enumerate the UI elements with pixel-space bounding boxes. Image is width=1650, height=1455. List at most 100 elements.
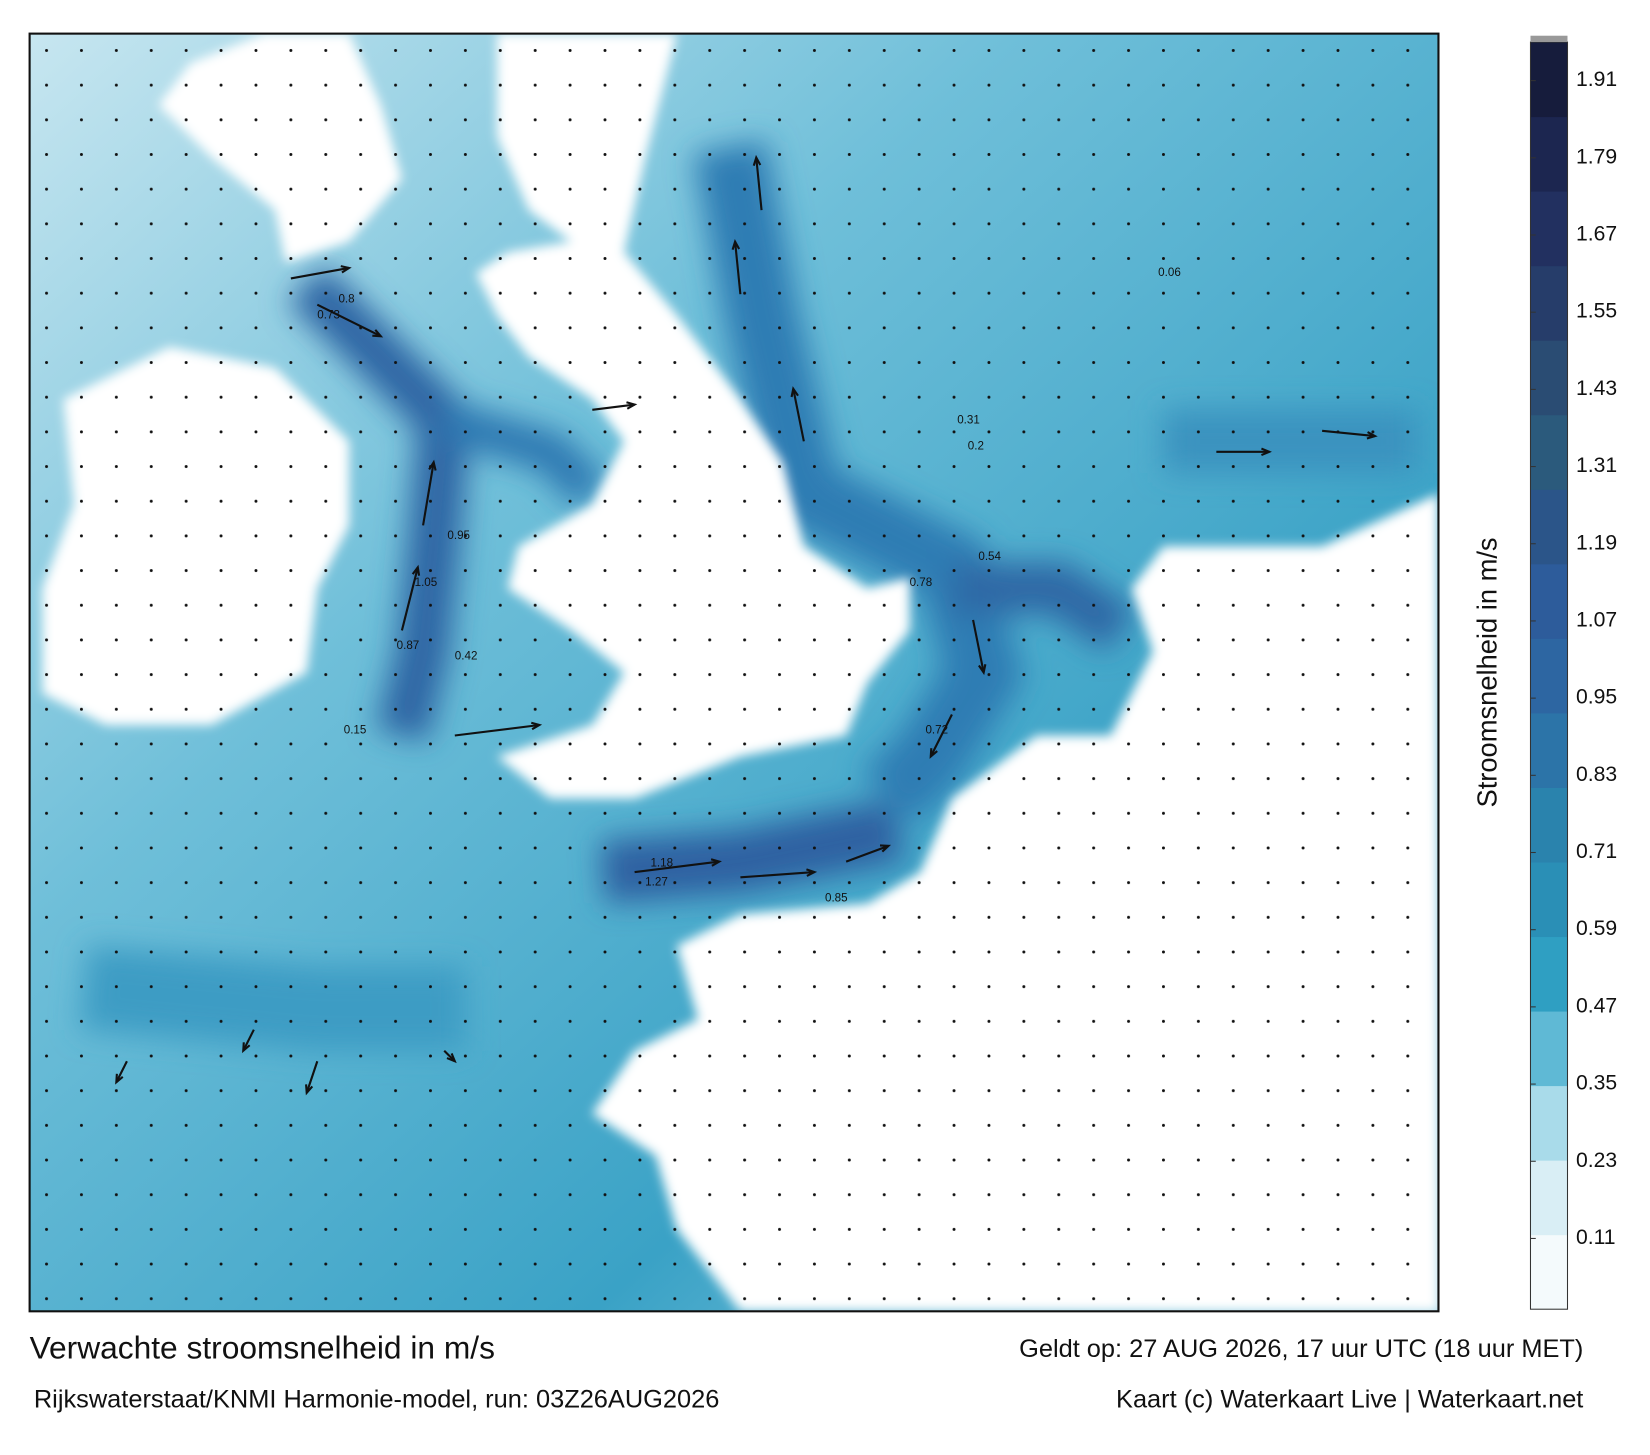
colorbar-band — [1530, 265, 1568, 341]
arrow-head — [411, 564, 421, 576]
arrow-head — [115, 1073, 124, 1085]
arrow-head — [626, 401, 638, 410]
valid-time: Geldt op: 27 AUG 2026, 17 uur UTC (18 uu… — [1019, 1335, 1583, 1363]
colorbar-band — [1530, 1234, 1568, 1310]
current-arrow — [972, 619, 985, 673]
colorbar-tick-label: 1.67 — [1576, 223, 1617, 246]
speed-label: 1.05 — [415, 577, 438, 589]
arrow-head — [710, 858, 722, 867]
arrow-head — [305, 1084, 314, 1096]
colorbar-tick-label: 1.55 — [1576, 300, 1617, 323]
arrow-head — [790, 386, 799, 398]
arrow-head — [879, 844, 892, 853]
title: Verwachte stroomsnelheid in m/s — [30, 1330, 495, 1366]
speed-label: 0.87 — [397, 640, 420, 652]
current-arrow — [755, 157, 763, 211]
colorbar-band — [1530, 414, 1568, 490]
arrow-head — [372, 329, 384, 338]
arrow-head — [929, 748, 938, 759]
speed-label: 0.15 — [344, 724, 367, 736]
colorbar-band — [1530, 340, 1568, 416]
colorbar-tick-label: 0.23 — [1576, 1149, 1617, 1172]
current-arrow — [290, 266, 350, 280]
speed-label: 0.8 — [338, 294, 354, 306]
speed-label: 0.2 — [968, 441, 984, 453]
arrow-head — [446, 1053, 457, 1064]
colorbar: 0.11 0.23 0.35 0.47 0.59 0.71 0.83 0.95 1.07 1.19… — [1529, 41, 1617, 1310]
current-arrow — [316, 303, 382, 338]
current-arrow — [792, 388, 805, 442]
current-arrow — [634, 860, 720, 874]
colorbar-band — [1530, 638, 1568, 714]
speed-label: 0.85 — [825, 892, 848, 904]
speed-label: 0.78 — [910, 577, 933, 589]
arrow-head — [731, 238, 741, 251]
colorbar-tick-label: 0.59 — [1576, 917, 1617, 940]
speed-label: 1.18 — [650, 858, 673, 870]
map-labels: 0.95 1.05 0.87 0.73 0.8 1.27 1.18 0.85 0.78 0.72 0… — [317, 267, 1180, 904]
colorbar-tick-label: 0.83 — [1576, 763, 1617, 786]
colorbar-band — [1530, 563, 1568, 639]
colorbar-tick-label: 0.95 — [1576, 686, 1617, 709]
speed-label: 0.73 — [317, 309, 340, 321]
colorbar-tick-label: 0.47 — [1576, 994, 1617, 1017]
speed-label: 0.06 — [1158, 267, 1181, 279]
colorbar-tick-label: 0.71 — [1576, 840, 1617, 863]
colorbar-tick-label: 1.07 — [1576, 609, 1617, 632]
arrow-head — [1261, 447, 1272, 457]
current-arrow — [1322, 429, 1376, 438]
colorbar-band — [1530, 489, 1568, 565]
colorbar-band — [1530, 861, 1568, 938]
speed-label: 0.31 — [957, 414, 980, 426]
current-arrow — [242, 1029, 255, 1052]
arrow-head — [340, 265, 352, 274]
colorbar-tick-label: 1.91 — [1576, 68, 1617, 91]
current-arrow — [115, 1060, 128, 1083]
current-arrow — [422, 462, 435, 526]
current-arrow — [592, 403, 635, 411]
colorbar-tick-label: 0.11 — [1576, 1226, 1616, 1249]
colorbar-band — [1530, 1011, 1568, 1087]
current-arrow — [929, 714, 953, 757]
speed-label: 0.95 — [447, 530, 470, 542]
current-arrow — [734, 241, 742, 295]
arrow-head — [242, 1042, 251, 1054]
colorbar-band — [1530, 787, 1568, 863]
colorbar-band — [1530, 116, 1568, 192]
arrow-head — [752, 154, 762, 166]
credit: Kaart (c) Waterkaart Live | Waterkaart.n… — [1116, 1385, 1583, 1413]
colorbar-label: Stroomsnelheid in m/s — [1472, 537, 1503, 807]
speed-label: 0.42 — [455, 651, 478, 663]
current-arrow — [740, 871, 815, 879]
map-frame — [28, 32, 1440, 1313]
speed-label: 0.72 — [925, 724, 948, 736]
arrow-head — [806, 868, 818, 877]
colorbar-band — [1530, 42, 1568, 118]
colorbar-tick-label: 1.19 — [1576, 531, 1617, 554]
colorbar-cap — [1530, 35, 1568, 43]
colorbar-band — [1530, 1160, 1568, 1236]
arrow-head — [978, 664, 987, 676]
subtitle: Rijkswaterstaat/KNMI Harmonie-model, run… — [34, 1385, 720, 1413]
speed-label: 1.27 — [645, 877, 668, 889]
colorbar-band — [1530, 712, 1568, 788]
colorbar-tick-label: 1.43 — [1576, 377, 1617, 400]
vector-grid — [29, 33, 1439, 1312]
current-arrow — [454, 723, 540, 737]
current-arrow — [845, 844, 889, 863]
colorbar-band — [1530, 936, 1568, 1012]
colorbar-band — [1530, 191, 1568, 267]
arrow-head — [530, 721, 543, 731]
current-arrow — [305, 1060, 319, 1094]
colorbar-tick-label: 1.79 — [1576, 145, 1617, 168]
colorbar-tick-label: 1.31 — [1576, 454, 1617, 477]
current-arrows — [115, 154, 1378, 1096]
colorbar-tick-label: 0.35 — [1576, 1072, 1617, 1095]
current-arrow — [400, 567, 419, 631]
arrow-head — [428, 459, 437, 471]
speed-label: 0.54 — [978, 551, 1001, 563]
colorbar-band — [1530, 1085, 1568, 1161]
arrow-head — [1366, 431, 1378, 440]
